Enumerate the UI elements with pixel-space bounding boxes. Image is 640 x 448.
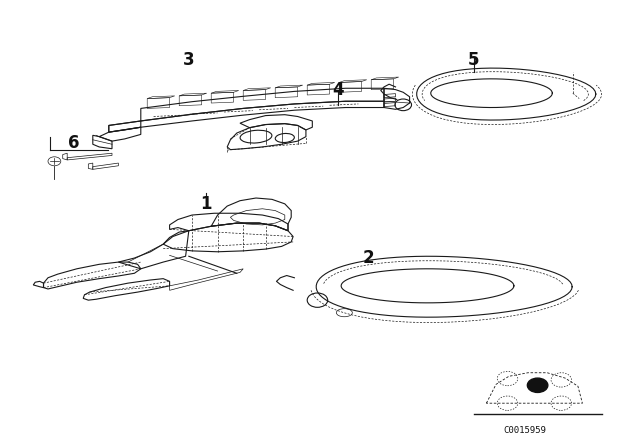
Text: 5: 5 bbox=[468, 52, 479, 69]
Text: 2: 2 bbox=[362, 249, 374, 267]
Text: 1: 1 bbox=[200, 195, 212, 213]
Text: 6: 6 bbox=[68, 134, 79, 152]
Circle shape bbox=[527, 378, 548, 392]
Text: C0015959: C0015959 bbox=[503, 426, 547, 435]
Text: 3: 3 bbox=[183, 52, 195, 69]
Text: 4: 4 bbox=[332, 81, 344, 99]
